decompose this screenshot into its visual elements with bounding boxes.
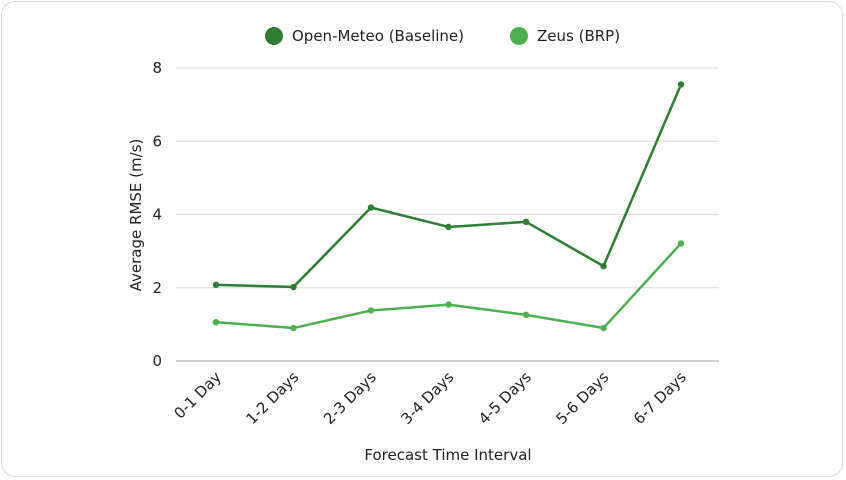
y-tick-labels: 0 2 4 6 8: [152, 59, 162, 370]
data-point: [600, 262, 607, 270]
x-tick-label: 3-4 Days: [397, 368, 457, 428]
data-point: [212, 281, 220, 289]
legend: Open-Meteo (Baseline) Zeus (BRP): [265, 27, 620, 45]
data-point: [600, 324, 607, 332]
data-point: [367, 307, 375, 314]
legend-swatch: [265, 27, 283, 45]
data-point: [522, 218, 530, 226]
legend-label: Zeus (BRP): [537, 27, 620, 45]
x-tick-labels: 0-1 Day 1-2 Days 2-3 Days 3-4 Days 4-5 Days 5…: [170, 368, 689, 428]
data-point: [522, 311, 530, 319]
x-tick-label: 1-2 Days: [242, 368, 302, 428]
y-tick-label: 8: [152, 59, 162, 77]
y-tick-label: 0: [152, 352, 162, 370]
gridlines: [176, 67, 719, 362]
y-axis-title: Average RMSE (m/s): [127, 139, 145, 292]
y-tick-label: 2: [152, 279, 162, 297]
x-tick-label: 5-6 Days: [552, 368, 612, 428]
x-tick-label: 0-1 Day: [170, 368, 224, 422]
x-tick-label: 2-3 Days: [320, 368, 380, 428]
series-line-1: [214, 83, 683, 289]
data-point: [677, 81, 685, 88]
x-tick-label: 4-5 Days: [475, 368, 535, 428]
y-tick-label: 6: [152, 132, 162, 150]
data-point: [212, 318, 220, 326]
data-point: [445, 223, 452, 231]
data-point: [445, 301, 452, 308]
series-lines: [212, 81, 685, 332]
x-axis-title: Forecast Time Interval: [364, 446, 531, 464]
data-point: [367, 204, 375, 211]
data-point: [290, 283, 297, 291]
legend-label: Open-Meteo (Baseline): [292, 27, 464, 45]
data-point: [677, 240, 685, 247]
legend-swatch: [510, 27, 528, 45]
y-tick-label: 4: [152, 206, 162, 224]
x-tick-label: 6-7 Days: [630, 368, 690, 428]
data-point: [290, 324, 297, 332]
